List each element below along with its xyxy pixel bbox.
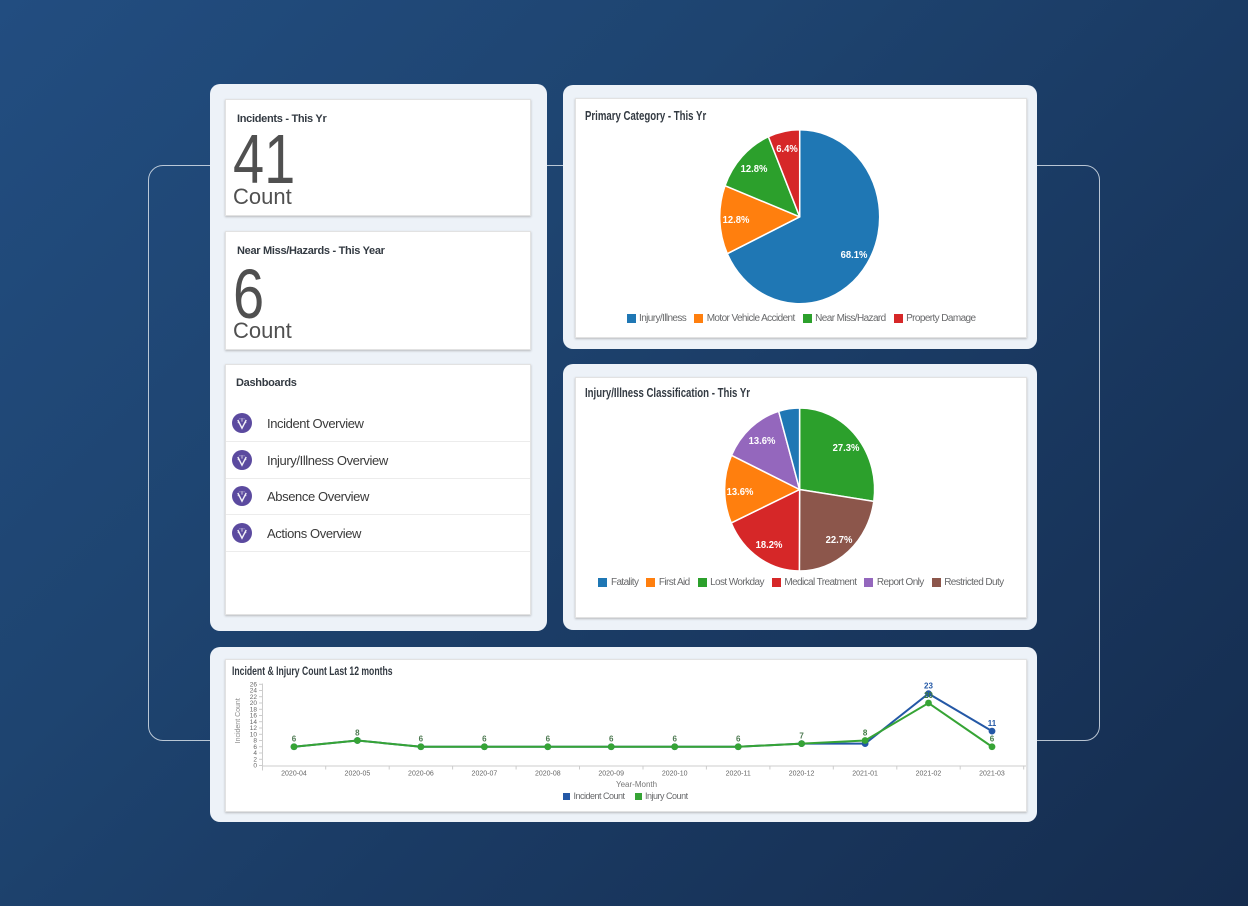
svg-text:10: 10	[250, 732, 258, 739]
svg-text:2020-12: 2020-12	[789, 771, 815, 778]
svg-text:2021-01: 2021-01	[852, 771, 878, 778]
svg-text:12: 12	[250, 725, 258, 732]
svg-text:2021-03: 2021-03	[979, 771, 1005, 778]
svg-text:20: 20	[250, 700, 258, 707]
svg-text:6: 6	[482, 735, 487, 744]
svg-text:8: 8	[355, 729, 360, 738]
svg-text:6: 6	[292, 735, 297, 744]
svg-text:6: 6	[990, 735, 995, 744]
svg-text:2021-02: 2021-02	[916, 771, 942, 778]
svg-text:6: 6	[546, 735, 551, 744]
svg-text:24: 24	[250, 688, 258, 695]
svg-text:Incident Count: Incident Count	[235, 698, 242, 743]
svg-text:2020-10: 2020-10	[662, 771, 688, 778]
svg-text:11: 11	[988, 719, 997, 728]
svg-text:6: 6	[736, 735, 741, 744]
svg-text:2020-06: 2020-06	[408, 771, 434, 778]
svg-text:6: 6	[672, 735, 677, 744]
svg-text:22: 22	[250, 694, 258, 701]
svg-text:2020-09: 2020-09	[598, 771, 624, 778]
svg-text:8: 8	[253, 738, 257, 745]
svg-text:2: 2	[253, 757, 257, 764]
svg-text:6: 6	[609, 735, 614, 744]
svg-text:2020-05: 2020-05	[345, 771, 371, 778]
svg-text:16: 16	[250, 713, 258, 720]
svg-text:14: 14	[250, 719, 258, 726]
svg-text:6: 6	[419, 735, 424, 744]
svg-text:20: 20	[924, 691, 933, 700]
svg-text:7: 7	[799, 732, 804, 741]
svg-text:2020-04: 2020-04	[281, 771, 307, 778]
svg-text:6: 6	[253, 744, 257, 751]
svg-text:0: 0	[253, 763, 257, 770]
svg-text:26: 26	[250, 681, 258, 688]
svg-text:18: 18	[250, 707, 258, 714]
svg-text:2020-07: 2020-07	[472, 771, 498, 778]
svg-text:4: 4	[253, 750, 257, 757]
svg-text:2020-08: 2020-08	[535, 771, 561, 778]
svg-text:2020-11: 2020-11	[726, 771, 751, 778]
svg-text:23: 23	[924, 682, 933, 691]
svg-text:8: 8	[863, 729, 868, 738]
